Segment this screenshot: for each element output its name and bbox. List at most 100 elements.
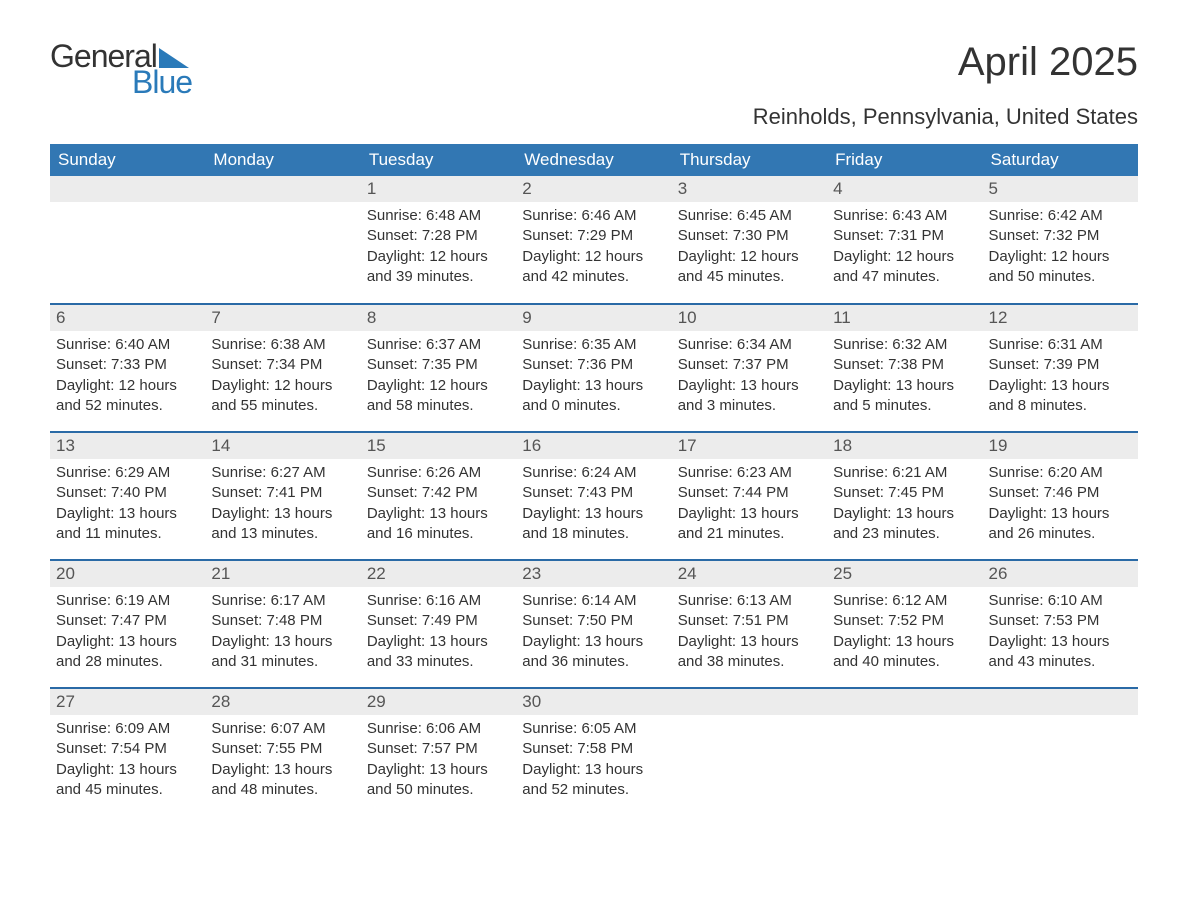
day-daylight2: and 38 minutes. [678,652,821,672]
day-daylight2: and 45 minutes. [56,780,199,800]
day-number: 28 [205,689,360,715]
day-daylight1: Daylight: 13 hours [522,632,665,652]
weekday-header: Thursday [672,144,827,176]
day-body [50,202,205,212]
day-sunset: Sunset: 7:29 PM [522,226,665,246]
day-daylight2: and 42 minutes. [522,267,665,287]
day-sunrise: Sunrise: 6:20 AM [989,463,1132,483]
day-sunset: Sunset: 7:35 PM [367,355,510,375]
day-daylight2: and 18 minutes. [522,524,665,544]
day-daylight1: Daylight: 13 hours [833,632,976,652]
day-sunset: Sunset: 7:33 PM [56,355,199,375]
header-row: General Blue April 2025 [50,40,1138,98]
day-body: Sunrise: 6:31 AMSunset: 7:39 PMDaylight:… [983,331,1138,422]
day-daylight1: Daylight: 12 hours [56,376,199,396]
day-sunrise: Sunrise: 6:17 AM [211,591,354,611]
day-daylight1: Daylight: 12 hours [211,376,354,396]
day-sunrise: Sunrise: 6:16 AM [367,591,510,611]
day-sunset: Sunset: 7:43 PM [522,483,665,503]
day-sunrise: Sunrise: 6:34 AM [678,335,821,355]
day-sunset: Sunset: 7:51 PM [678,611,821,631]
day-sunrise: Sunrise: 6:09 AM [56,719,199,739]
day-body: Sunrise: 6:40 AMSunset: 7:33 PMDaylight:… [50,331,205,422]
day-daylight1: Daylight: 13 hours [56,632,199,652]
calendar-day-cell: 30Sunrise: 6:05 AMSunset: 7:58 PMDayligh… [516,688,671,816]
calendar-body: 1Sunrise: 6:48 AMSunset: 7:28 PMDaylight… [50,176,1138,816]
day-daylight2: and 0 minutes. [522,396,665,416]
calendar-week-row: 20Sunrise: 6:19 AMSunset: 7:47 PMDayligh… [50,560,1138,688]
day-sunset: Sunset: 7:46 PM [989,483,1132,503]
day-daylight1: Daylight: 13 hours [211,760,354,780]
day-sunset: Sunset: 7:37 PM [678,355,821,375]
calendar-day-cell: 15Sunrise: 6:26 AMSunset: 7:42 PMDayligh… [361,432,516,560]
day-body: Sunrise: 6:48 AMSunset: 7:28 PMDaylight:… [361,202,516,293]
calendar-day-cell [672,688,827,816]
day-sunrise: Sunrise: 6:10 AM [989,591,1132,611]
page-title: April 2025 [958,40,1138,85]
weekday-header: Saturday [983,144,1138,176]
day-daylight2: and 47 minutes. [833,267,976,287]
day-daylight1: Daylight: 12 hours [989,247,1132,267]
calendar-day-cell: 18Sunrise: 6:21 AMSunset: 7:45 PMDayligh… [827,432,982,560]
day-daylight1: Daylight: 12 hours [522,247,665,267]
day-body: Sunrise: 6:37 AMSunset: 7:35 PMDaylight:… [361,331,516,422]
day-body: Sunrise: 6:32 AMSunset: 7:38 PMDaylight:… [827,331,982,422]
day-number: 17 [672,433,827,459]
calendar-day-cell: 4Sunrise: 6:43 AMSunset: 7:31 PMDaylight… [827,176,982,304]
calendar-day-cell: 19Sunrise: 6:20 AMSunset: 7:46 PMDayligh… [983,432,1138,560]
day-daylight2: and 33 minutes. [367,652,510,672]
day-number: 1 [361,176,516,202]
calendar-day-cell: 11Sunrise: 6:32 AMSunset: 7:38 PMDayligh… [827,304,982,432]
day-number: 19 [983,433,1138,459]
day-body: Sunrise: 6:17 AMSunset: 7:48 PMDaylight:… [205,587,360,678]
calendar-day-cell [50,176,205,304]
day-number [827,689,982,715]
day-body: Sunrise: 6:27 AMSunset: 7:41 PMDaylight:… [205,459,360,550]
weekday-header: Tuesday [361,144,516,176]
calendar-day-cell: 5Sunrise: 6:42 AMSunset: 7:32 PMDaylight… [983,176,1138,304]
day-sunset: Sunset: 7:39 PM [989,355,1132,375]
day-number [983,689,1138,715]
day-number [50,176,205,202]
day-sunset: Sunset: 7:54 PM [56,739,199,759]
day-daylight2: and 43 minutes. [989,652,1132,672]
day-sunrise: Sunrise: 6:19 AM [56,591,199,611]
day-body: Sunrise: 6:23 AMSunset: 7:44 PMDaylight:… [672,459,827,550]
calendar-day-cell: 12Sunrise: 6:31 AMSunset: 7:39 PMDayligh… [983,304,1138,432]
day-body: Sunrise: 6:06 AMSunset: 7:57 PMDaylight:… [361,715,516,806]
day-sunrise: Sunrise: 6:26 AM [367,463,510,483]
day-number: 7 [205,305,360,331]
day-daylight1: Daylight: 13 hours [989,376,1132,396]
day-number [672,689,827,715]
day-body: Sunrise: 6:16 AMSunset: 7:49 PMDaylight:… [361,587,516,678]
day-sunset: Sunset: 7:32 PM [989,226,1132,246]
day-body: Sunrise: 6:38 AMSunset: 7:34 PMDaylight:… [205,331,360,422]
calendar-day-cell: 23Sunrise: 6:14 AMSunset: 7:50 PMDayligh… [516,560,671,688]
calendar-day-cell: 26Sunrise: 6:10 AMSunset: 7:53 PMDayligh… [983,560,1138,688]
day-sunrise: Sunrise: 6:21 AM [833,463,976,483]
day-sunset: Sunset: 7:30 PM [678,226,821,246]
day-daylight1: Daylight: 13 hours [833,504,976,524]
day-daylight1: Daylight: 13 hours [56,760,199,780]
day-daylight1: Daylight: 13 hours [522,504,665,524]
day-number: 13 [50,433,205,459]
calendar-day-cell [205,176,360,304]
day-daylight2: and 40 minutes. [833,652,976,672]
calendar-day-cell: 2Sunrise: 6:46 AMSunset: 7:29 PMDaylight… [516,176,671,304]
calendar-day-cell: 3Sunrise: 6:45 AMSunset: 7:30 PMDaylight… [672,176,827,304]
day-body: Sunrise: 6:42 AMSunset: 7:32 PMDaylight:… [983,202,1138,293]
day-sunrise: Sunrise: 6:32 AM [833,335,976,355]
day-body: Sunrise: 6:26 AMSunset: 7:42 PMDaylight:… [361,459,516,550]
day-daylight2: and 23 minutes. [833,524,976,544]
day-number: 26 [983,561,1138,587]
day-body: Sunrise: 6:46 AMSunset: 7:29 PMDaylight:… [516,202,671,293]
day-body: Sunrise: 6:14 AMSunset: 7:50 PMDaylight:… [516,587,671,678]
day-sunrise: Sunrise: 6:37 AM [367,335,510,355]
day-sunset: Sunset: 7:57 PM [367,739,510,759]
day-daylight1: Daylight: 12 hours [367,376,510,396]
day-daylight1: Daylight: 13 hours [367,504,510,524]
calendar-day-cell: 27Sunrise: 6:09 AMSunset: 7:54 PMDayligh… [50,688,205,816]
calendar-day-cell: 28Sunrise: 6:07 AMSunset: 7:55 PMDayligh… [205,688,360,816]
day-sunset: Sunset: 7:38 PM [833,355,976,375]
day-body: Sunrise: 6:21 AMSunset: 7:45 PMDaylight:… [827,459,982,550]
